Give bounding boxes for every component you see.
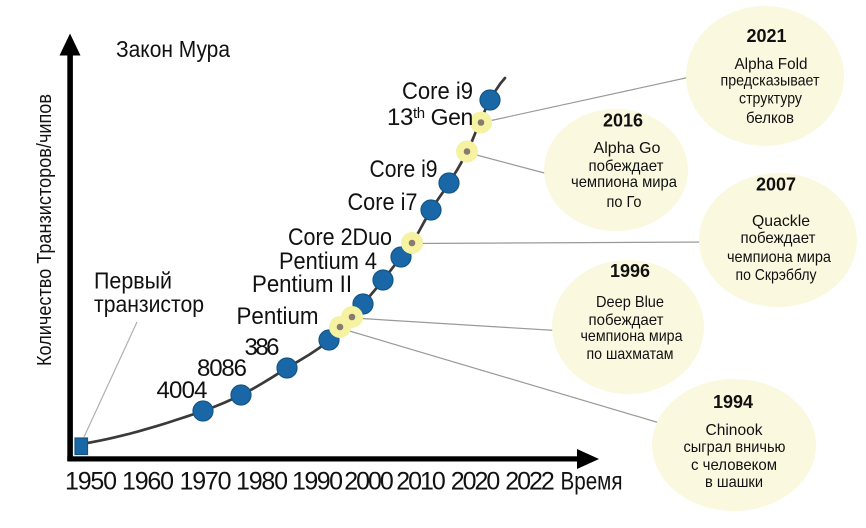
- svg-text:Chinook: Chinook: [706, 422, 764, 439]
- svg-text:Pentium II: Pentium II: [252, 271, 352, 298]
- svg-text:Quackle: Quackle: [752, 213, 810, 230]
- svg-text:Время: Время: [561, 468, 623, 496]
- svg-text:386: 386: [245, 334, 280, 361]
- svg-text:Alpha Fold: Alpha Fold: [735, 56, 808, 73]
- svg-text:2007: 2007: [756, 175, 796, 195]
- svg-text:с человеком: с человеком: [691, 457, 777, 474]
- svg-text:8086: 8086: [197, 355, 247, 382]
- svg-text:2016: 2016: [603, 111, 643, 131]
- svg-text:2010: 2010: [396, 468, 446, 496]
- svg-text:1996: 1996: [610, 261, 650, 281]
- svg-text:транзистор: транзистор: [94, 291, 204, 317]
- svg-text:Количество Транзисторов/чипов: Количество Транзисторов/чипов: [34, 94, 56, 366]
- svg-text:по Го: по Го: [607, 194, 642, 211]
- svg-text:по шахматам: по шахматам: [587, 346, 674, 363]
- svg-text:чемпиона мира: чемпиона мира: [581, 328, 683, 345]
- svg-text:чемпиона мира: чемпиона мира: [571, 174, 677, 191]
- svg-text:2020: 2020: [451, 468, 501, 496]
- svg-text:4004: 4004: [157, 377, 208, 404]
- svg-text:побеждает: побеждает: [589, 312, 665, 329]
- svg-text:2022: 2022: [505, 468, 555, 496]
- svg-text:13th Gen: 13th Gen: [387, 104, 473, 131]
- svg-text:сыграл вничью: сыграл вничью: [684, 439, 786, 456]
- svg-text:побеждает: побеждает: [741, 230, 817, 247]
- svg-text:Первый: Первый: [94, 268, 172, 294]
- svg-text:в шашки: в шашки: [705, 474, 763, 491]
- svg-text:Закон Мура: Закон Мура: [116, 36, 230, 62]
- svg-text:2021: 2021: [746, 26, 786, 46]
- svg-text:Deep Blue: Deep Blue: [596, 294, 664, 311]
- svg-text:Pentium 4: Pentium 4: [279, 248, 377, 275]
- svg-text:Core i7: Core i7: [348, 189, 418, 216]
- svg-text:1994: 1994: [713, 392, 753, 412]
- svg-text:1990: 1990: [292, 468, 343, 496]
- svg-text:Core i9: Core i9: [370, 156, 438, 183]
- svg-text:белков: белков: [746, 110, 794, 127]
- svg-text:побеждает: побеждает: [589, 158, 665, 175]
- svg-text:чемпиона мира: чемпиона мира: [727, 249, 831, 266]
- svg-text:предсказывает: предсказывает: [721, 73, 821, 90]
- svg-text:1960: 1960: [122, 468, 174, 496]
- svg-text:1950: 1950: [65, 468, 117, 496]
- svg-text:2000: 2000: [344, 468, 394, 496]
- svg-text:по Скрэбблу: по Скрэбблу: [736, 267, 817, 284]
- svg-text:1970: 1970: [180, 468, 232, 496]
- svg-text:Core i9: Core i9: [402, 78, 473, 105]
- svg-text:структуру: структуру: [739, 91, 802, 108]
- svg-text:1980: 1980: [236, 468, 288, 496]
- svg-text:Alpha Go: Alpha Go: [594, 140, 661, 157]
- svg-text:Pentium: Pentium: [237, 303, 319, 330]
- svg-text:Core 2Duo: Core 2Duo: [288, 224, 392, 251]
